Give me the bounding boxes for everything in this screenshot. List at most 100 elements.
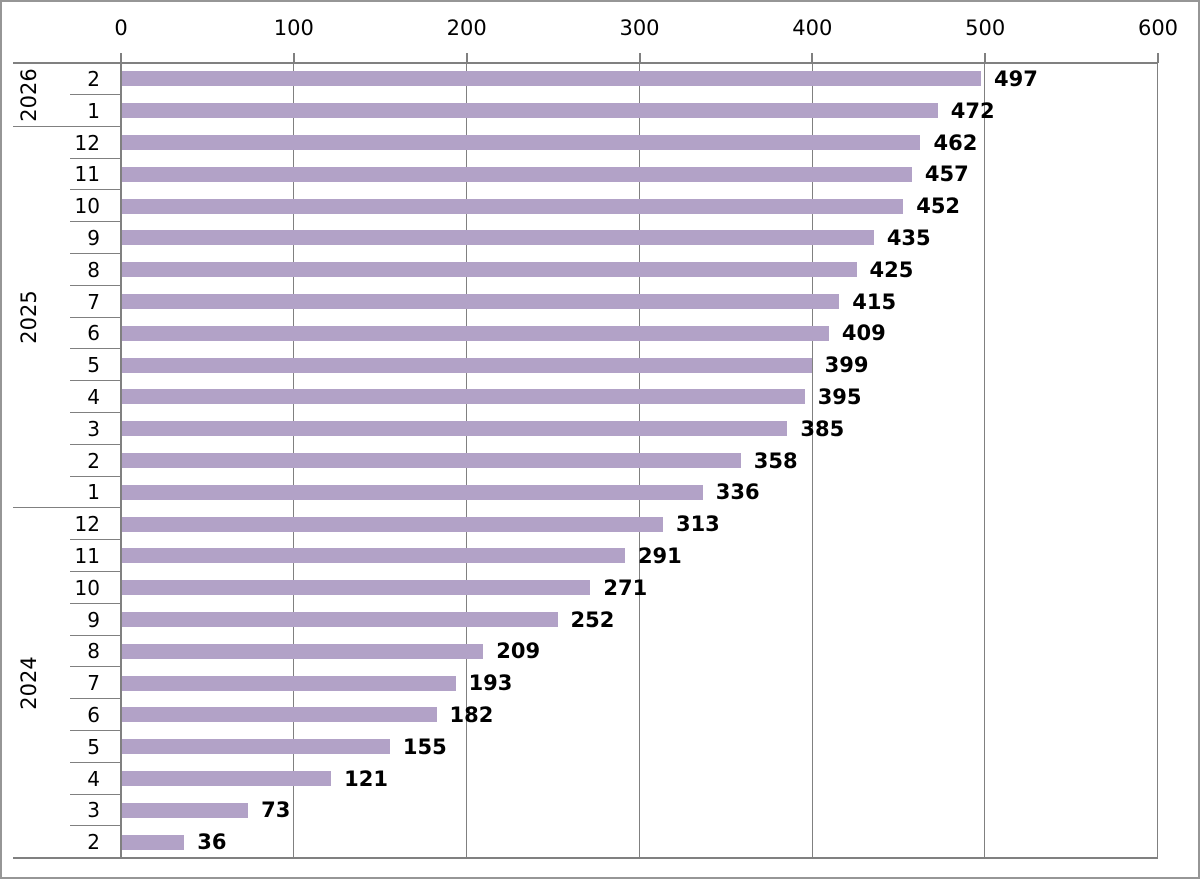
month-separator-line — [70, 284, 121, 286]
month-separator-line — [70, 443, 121, 445]
month-label: 8 — [87, 639, 100, 664]
month-label: 4 — [87, 384, 100, 409]
bar — [122, 421, 788, 437]
month-label: 10 — [74, 194, 100, 219]
y-axis-line — [120, 63, 122, 858]
bar — [122, 294, 840, 309]
bar-value-label: 425 — [869, 257, 914, 282]
bar-value-label: 36 — [197, 830, 227, 855]
bar-value-label: 358 — [753, 448, 798, 473]
year-label: 2025 — [17, 290, 41, 345]
month-separator-line — [70, 761, 121, 763]
year-label: 2026 — [17, 68, 41, 122]
bar — [122, 834, 185, 850]
x-axis-tick-mark — [638, 53, 641, 63]
month-label: 12 — [74, 130, 100, 155]
bar — [122, 453, 741, 468]
month-separator-line — [70, 730, 121, 732]
x-axis-tick-label: 0 — [114, 16, 128, 40]
month-label: 10 — [74, 575, 100, 600]
bar — [122, 516, 663, 532]
plot-bottom-border — [13, 857, 1158, 859]
bar — [122, 325, 829, 341]
x-axis-tick-mark — [811, 53, 814, 63]
bar — [122, 166, 912, 182]
month-label: 2 — [87, 66, 100, 91]
gridline — [811, 63, 813, 858]
gridline — [984, 63, 986, 858]
bar — [122, 612, 558, 627]
x-axis-tick-mark — [984, 53, 987, 63]
month-label: 3 — [87, 798, 100, 823]
month-separator-line — [70, 475, 121, 477]
bar — [122, 71, 981, 87]
bar-value-label: 395 — [817, 384, 862, 409]
bar-value-label: 462 — [933, 130, 978, 155]
gridline — [1157, 63, 1159, 858]
bar-value-label: 472 — [950, 98, 995, 123]
x-axis-tick-mark — [465, 53, 468, 63]
x-axis-tick-label: 100 — [273, 16, 314, 40]
month-label: 2 — [87, 448, 100, 473]
bar — [122, 262, 857, 278]
bar-value-label: 193 — [468, 671, 513, 696]
bar — [122, 389, 805, 405]
bar — [122, 707, 437, 723]
bar-value-label: 409 — [841, 321, 886, 346]
year-separator-line — [13, 125, 121, 127]
bar — [122, 771, 332, 786]
month-separator-line — [70, 253, 121, 255]
bar-value-label: 155 — [402, 734, 447, 759]
bar-value-label: 415 — [852, 289, 897, 314]
month-label: 9 — [87, 225, 100, 250]
x-axis-tick-mark — [292, 53, 295, 63]
month-separator-line — [70, 380, 121, 382]
bar — [122, 675, 456, 691]
bar — [122, 135, 921, 150]
month-label: 1 — [87, 480, 100, 505]
bar-value-label: 271 — [603, 575, 648, 600]
bar-value-label: 209 — [496, 639, 541, 664]
month-separator-line — [70, 698, 121, 700]
month-label: 5 — [87, 734, 100, 759]
month-label: 7 — [87, 671, 100, 696]
bar-value-label: 457 — [924, 162, 969, 187]
x-axis-tick-mark — [1157, 53, 1159, 63]
bar — [122, 548, 625, 564]
month-label: 3 — [87, 416, 100, 441]
bar-value-label: 399 — [824, 353, 869, 378]
month-label: 4 — [87, 766, 100, 791]
month-separator-line — [70, 825, 121, 827]
x-axis-tick-mark — [120, 53, 122, 63]
bar-value-label: 291 — [637, 543, 682, 568]
bar — [122, 230, 874, 246]
month-separator-line — [70, 634, 121, 636]
bar — [122, 643, 484, 659]
bar — [122, 198, 904, 214]
bar — [122, 739, 390, 755]
bar-value-label: 336 — [715, 480, 760, 505]
month-label: 6 — [87, 321, 100, 346]
bar-value-label: 73 — [261, 798, 291, 823]
year-label: 2024 — [17, 656, 41, 710]
bar — [122, 103, 938, 119]
bar-value-label: 435 — [886, 225, 931, 250]
bar-value-label: 252 — [570, 607, 615, 632]
month-label: 6 — [87, 702, 100, 727]
bar-value-label: 385 — [800, 416, 845, 441]
month-separator-line — [70, 666, 121, 668]
x-axis-tick-label: 200 — [446, 16, 487, 40]
bar-value-label: 497 — [993, 66, 1038, 91]
bar — [122, 802, 249, 818]
month-separator-line — [70, 793, 121, 795]
month-label: 11 — [74, 543, 100, 568]
bar — [122, 357, 812, 373]
month-separator-line — [70, 221, 121, 223]
plot-top-border — [13, 62, 1158, 64]
month-separator-line — [70, 571, 121, 573]
month-label: 11 — [74, 162, 100, 187]
month-separator-line — [70, 189, 121, 191]
bar-value-label: 182 — [449, 702, 494, 727]
x-axis-tick-label: 500 — [965, 16, 1006, 40]
